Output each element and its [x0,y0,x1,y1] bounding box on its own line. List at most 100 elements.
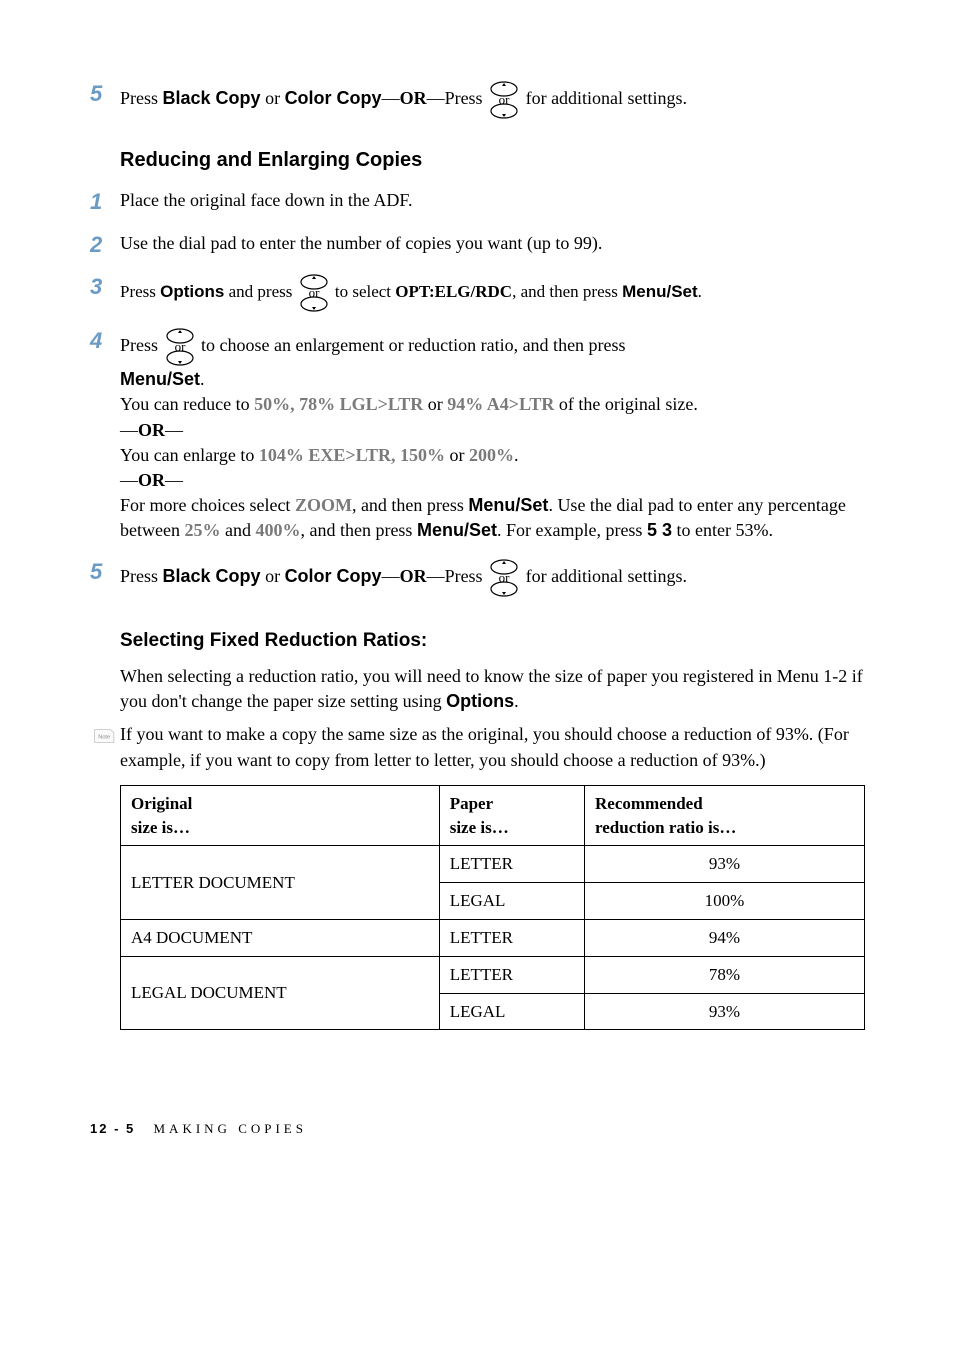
heading-fixed-reduction: Selecting Fixed Reduction Ratios: [120,628,864,655]
step-body: Place the original face down in the ADF. [120,188,864,213]
table-header-row: Originalsize is… Papersize is… Recommend… [121,785,865,846]
heading-reducing-enlarging: Reducing and Enlarging Copies [120,146,864,174]
table-header: Recommendedreduction ratio is… [585,785,865,846]
page-footer: 12 - 5 MAKING COPIES [90,1120,864,1138]
note-icon: Note [90,722,120,746]
text: — [165,470,183,490]
svg-text:Note: Note [98,735,110,741]
text: — [120,420,138,440]
text: of the original size. [554,394,697,414]
text: — [120,470,138,490]
options-label: Options [446,691,514,711]
pct-value: 400% [255,520,300,540]
color-copy-label: Color Copy [285,566,382,586]
table-cell: A4 DOCUMENT [121,920,440,957]
or-word: OR [138,470,165,490]
pct-value: 25% [184,520,220,540]
step-number: 2 [90,231,120,260]
step-number: 5 [90,558,120,587]
step-5-bottom: 5 Press Black Copy or Color Copy—OR—Pres… [90,558,864,598]
step-number: 1 [90,188,120,217]
menu-set-label: Menu/Set [120,369,200,389]
text: —Press [427,88,488,108]
text: — [382,566,400,586]
text: , and then press [352,495,468,515]
table-row: LEGAL DOCUMENT LETTER 78% [121,956,865,993]
text: Press [120,282,160,301]
step-4: 4 Press to choose an enlargement or redu… [90,327,864,543]
text: or [261,88,285,108]
table-cell: LEGAL [439,993,584,1030]
black-copy-label: Black Copy [163,566,261,586]
text: — [165,420,183,440]
table-cell: LEGAL [439,883,584,920]
note-block: Note If you want to make a copy the same… [90,722,864,772]
text: . [514,445,519,465]
text: Press [120,335,163,355]
step-number: 4 [90,327,120,356]
text: or [261,566,285,586]
or-nav-icon [297,273,331,313]
color-copy-label: Color Copy [285,88,382,108]
step-body: Press to choose an enlargement or reduct… [120,327,864,543]
text: and [220,520,255,540]
step-body: Press Black Copy or Color Copy—OR—Press … [120,558,864,598]
text: to select [331,282,396,301]
page-number: 12 - 5 [90,1121,135,1136]
text: You can enlarge to [120,445,259,465]
text: For more choices select [120,495,295,515]
step-body: Use the dial pad to enter the number of … [120,231,864,256]
or-word: OR [400,566,427,586]
options-label: Options [160,282,224,301]
table-row: A4 DOCUMENT LETTER 94% [121,920,865,957]
or-word: OR [400,88,427,108]
pct-value: 94% A4>LTR [447,394,554,414]
table-cell: LEGAL DOCUMENT [121,956,440,1030]
paragraph: When selecting a reduction ratio, you wi… [120,664,864,714]
text: to choose an enlargement or reduction ra… [197,335,626,355]
step-2: 2 Use the dial pad to enter the number o… [90,231,864,260]
text: . [698,282,702,301]
black-copy-label: Black Copy [163,88,261,108]
text: and press [224,282,296,301]
step-3: 3 Press Options and press to select OPT:… [90,273,864,313]
or-nav-icon [487,558,521,598]
text: , and then press [512,282,622,301]
section-title: MAKING COPIES [154,1121,307,1136]
table-cell: LETTER DOCUMENT [121,846,440,920]
text: —Press [427,566,488,586]
table-cell: 94% [585,920,865,957]
table-cell: 78% [585,956,865,993]
step-body: Press Options and press to select OPT:EL… [120,273,864,313]
text: to enter 53%. [672,520,773,540]
digits-5-3: 5 3 [647,520,672,540]
zoom-label: ZOOM [295,495,352,515]
pct-value: 50%, 78% LGL>LTR [254,394,423,414]
pct-value: 104% EXE>LTR, 150% [259,445,445,465]
or-nav-icon [487,80,521,120]
table-cell: 93% [585,846,865,883]
text: . [200,369,205,389]
opt-elg-rdc: OPT:ELG/RDC [395,282,512,301]
text: or [445,445,469,465]
table-header: Originalsize is… [121,785,440,846]
step-5-top: 5 Press Black Copy or Color Copy—OR—Pres… [90,80,864,120]
menu-set-label: Menu/Set [417,520,497,540]
table-cell: LETTER [439,846,584,883]
or-nav-icon [163,327,197,367]
table-cell: LETTER [439,920,584,957]
table-cell: 93% [585,993,865,1030]
table-header: Papersize is… [439,785,584,846]
text: or [423,394,447,414]
text: for additional settings. [521,88,687,108]
step-1: 1 Place the original face down in the AD… [90,188,864,217]
step-body: Press Black Copy or Color Copy—OR—Press … [120,80,864,120]
text: Press [120,88,163,108]
menu-set-label: Menu/Set [468,495,548,515]
text: . [514,691,519,711]
text: — [382,88,400,108]
text: , and then press [300,520,416,540]
note-text: If you want to make a copy the same size… [120,722,864,772]
reduction-ratio-table: Originalsize is… Papersize is… Recommend… [120,785,865,1031]
step-number: 3 [90,273,120,302]
